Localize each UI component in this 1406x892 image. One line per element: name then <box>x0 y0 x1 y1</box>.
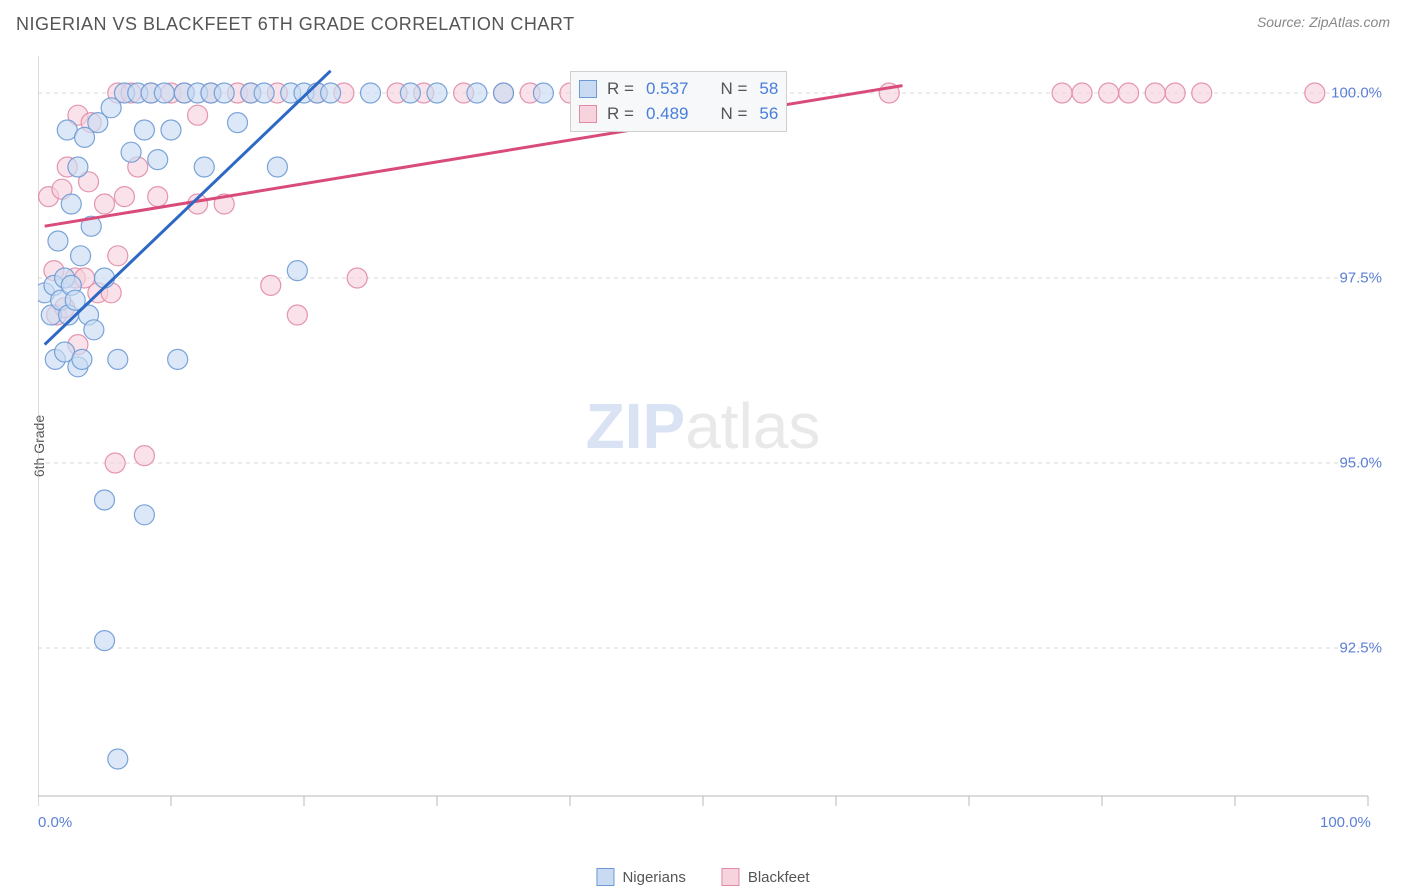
y-tick-label: 95.0% <box>1339 455 1382 472</box>
legend-item-nigerians: Nigerians <box>596 868 685 886</box>
chart-title: NIGERIAN VS BLACKFEET 6TH GRADE CORRELAT… <box>16 14 575 34</box>
r-label: R = <box>607 101 634 127</box>
x-axis-legend: Nigerians Blackfeet <box>596 868 809 886</box>
source-attribution: Source: ZipAtlas.com <box>1257 14 1390 30</box>
legend-label: Nigerians <box>622 869 685 886</box>
correlation-stats-box: R = 0.537 N = 58 R = 0.489 N = 56 <box>570 71 787 132</box>
legend-item-blackfeet: Blackfeet <box>722 868 810 886</box>
n-value: 56 <box>759 101 778 127</box>
swatch-nigerians <box>579 80 597 98</box>
swatch-blackfeet <box>579 105 597 123</box>
legend-label: Blackfeet <box>748 869 810 886</box>
r-label: R = <box>607 76 634 102</box>
swatch-blackfeet <box>722 868 740 886</box>
r-value: 0.489 <box>646 101 689 127</box>
chart-area: ZIPatlas 92.5%95.0%97.5%100.0%0.0%100.0% <box>38 56 1388 826</box>
swatch-nigerians <box>596 868 614 886</box>
y-tick-label: 100.0% <box>1331 85 1382 102</box>
x-tick-label: 100.0% <box>1320 814 1371 831</box>
n-value: 58 <box>759 76 778 102</box>
x-tick-label: 0.0% <box>38 814 72 831</box>
stats-row-blackfeet: R = 0.489 N = 56 <box>579 101 778 127</box>
y-tick-label: 97.5% <box>1339 270 1382 287</box>
y-tick-label: 92.5% <box>1339 640 1382 657</box>
r-value: 0.537 <box>646 76 689 102</box>
scatter-plot: ZIPatlas <box>38 56 1388 826</box>
n-label: N = <box>720 101 747 127</box>
svg-text:ZIPatlas: ZIPatlas <box>586 390 821 462</box>
n-label: N = <box>720 76 747 102</box>
stats-row-nigerians: R = 0.537 N = 58 <box>579 76 778 102</box>
